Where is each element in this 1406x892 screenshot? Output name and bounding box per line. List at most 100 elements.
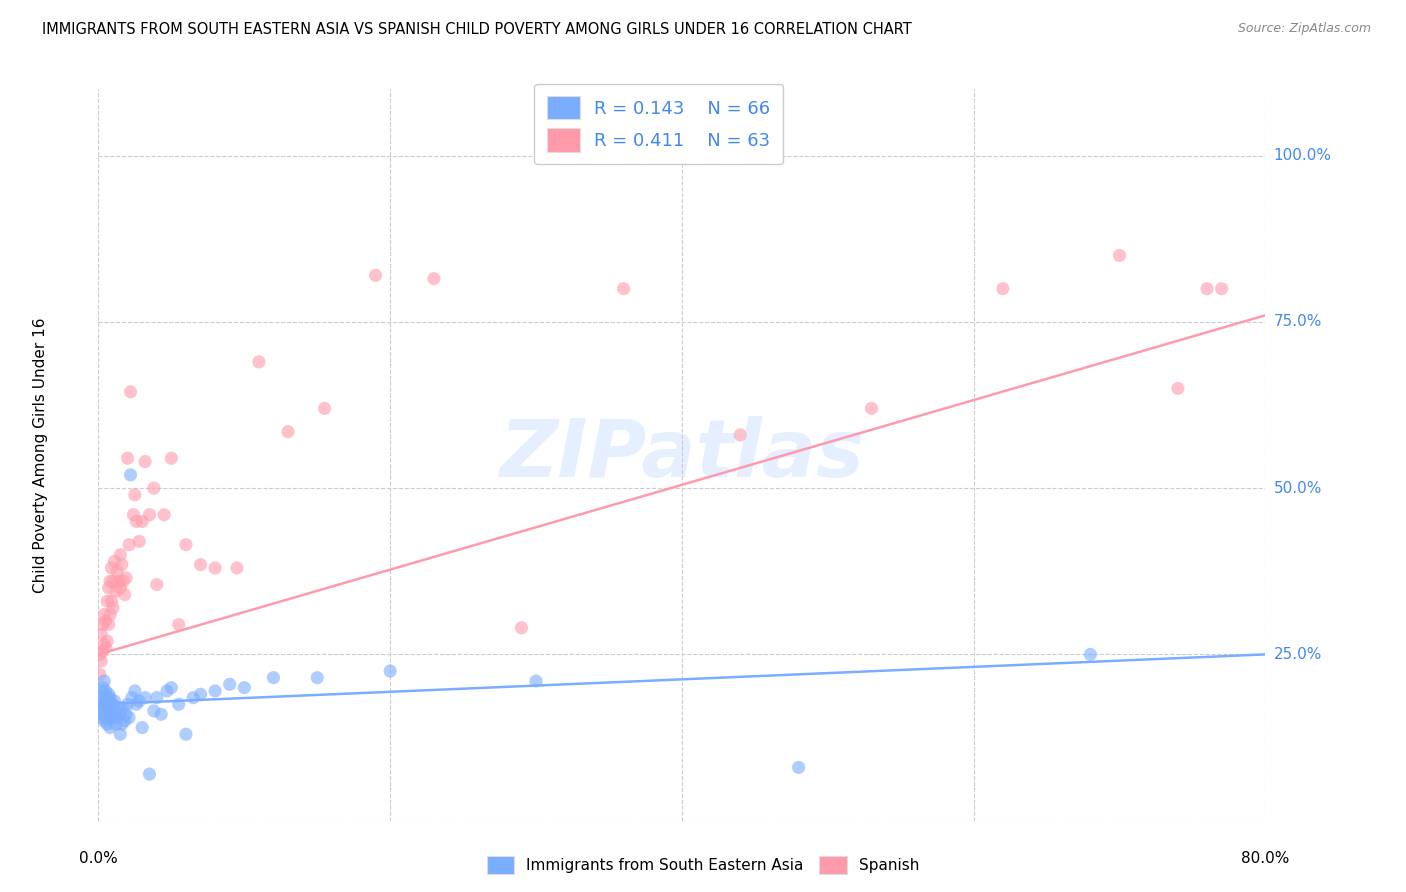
Point bbox=[91, 681, 114, 695]
Point bbox=[98, 690, 121, 705]
Point bbox=[114, 714, 136, 728]
Point bbox=[89, 690, 111, 705]
Point bbox=[104, 584, 127, 599]
Point bbox=[120, 467, 142, 482]
Point bbox=[90, 654, 112, 668]
Point bbox=[115, 707, 138, 722]
Point bbox=[93, 607, 115, 622]
Point bbox=[204, 561, 226, 575]
Point bbox=[787, 760, 810, 774]
Point bbox=[105, 710, 128, 724]
Point bbox=[103, 554, 125, 568]
Point bbox=[1195, 282, 1218, 296]
Point bbox=[96, 717, 118, 731]
Point bbox=[104, 704, 127, 718]
Point bbox=[101, 600, 124, 615]
Point bbox=[108, 574, 131, 589]
Point bbox=[1167, 381, 1189, 395]
Point bbox=[1080, 648, 1102, 662]
Point bbox=[97, 581, 120, 595]
Point bbox=[100, 698, 122, 712]
Point bbox=[730, 428, 752, 442]
Point bbox=[314, 401, 336, 416]
Point bbox=[233, 681, 256, 695]
Point bbox=[93, 637, 115, 651]
Point bbox=[142, 704, 165, 718]
Text: 80.0%: 80.0% bbox=[1241, 851, 1289, 866]
Point bbox=[121, 690, 143, 705]
Text: 0.0%: 0.0% bbox=[79, 851, 118, 866]
Point bbox=[90, 710, 112, 724]
Point bbox=[134, 454, 156, 468]
Point bbox=[190, 687, 212, 701]
Point bbox=[226, 561, 249, 575]
Point bbox=[96, 704, 118, 718]
Point bbox=[93, 714, 115, 728]
Point bbox=[125, 698, 148, 712]
Point bbox=[101, 574, 124, 589]
Point bbox=[90, 684, 112, 698]
Point bbox=[364, 268, 387, 283]
Point bbox=[128, 534, 150, 549]
Point bbox=[96, 634, 118, 648]
Point bbox=[120, 384, 142, 399]
Point bbox=[111, 717, 134, 731]
Point bbox=[115, 571, 138, 585]
Point bbox=[89, 667, 111, 681]
Point bbox=[510, 621, 533, 635]
Point bbox=[94, 698, 117, 712]
Point bbox=[94, 710, 117, 724]
Point bbox=[134, 690, 156, 705]
Point bbox=[104, 717, 127, 731]
Point bbox=[146, 690, 169, 705]
Point bbox=[94, 684, 117, 698]
Point bbox=[142, 481, 165, 495]
Point bbox=[94, 614, 117, 628]
Point bbox=[156, 684, 179, 698]
Point bbox=[108, 700, 131, 714]
Point bbox=[131, 515, 153, 529]
Legend: Immigrants from South Eastern Asia, Spanish: Immigrants from South Eastern Asia, Span… bbox=[481, 850, 925, 880]
Point bbox=[124, 488, 146, 502]
Point bbox=[110, 707, 132, 722]
Point bbox=[98, 574, 121, 589]
Point bbox=[524, 673, 547, 688]
Point bbox=[277, 425, 299, 439]
Point bbox=[190, 558, 212, 572]
Point bbox=[117, 451, 139, 466]
Point bbox=[118, 710, 141, 724]
Point bbox=[105, 564, 128, 578]
Point bbox=[160, 451, 183, 466]
Point bbox=[94, 640, 117, 655]
Point bbox=[122, 508, 145, 522]
Point bbox=[91, 617, 114, 632]
Point bbox=[98, 707, 121, 722]
Point bbox=[423, 271, 446, 285]
Point bbox=[131, 721, 153, 735]
Point bbox=[247, 355, 270, 369]
Point bbox=[128, 694, 150, 708]
Point bbox=[97, 687, 120, 701]
Point bbox=[138, 508, 160, 522]
Point bbox=[204, 684, 226, 698]
Point bbox=[100, 594, 122, 608]
Point bbox=[1108, 248, 1130, 262]
Point bbox=[110, 548, 132, 562]
Point bbox=[97, 617, 120, 632]
Point bbox=[153, 508, 176, 522]
Point bbox=[96, 594, 118, 608]
Point bbox=[991, 282, 1014, 296]
Point bbox=[111, 558, 134, 572]
Text: 25.0%: 25.0% bbox=[1274, 647, 1322, 662]
Point bbox=[100, 710, 122, 724]
Point bbox=[218, 677, 240, 691]
Point bbox=[160, 681, 183, 695]
Point bbox=[91, 707, 114, 722]
Point bbox=[174, 727, 197, 741]
Point bbox=[96, 690, 118, 705]
Point bbox=[860, 401, 883, 416]
Point bbox=[174, 538, 197, 552]
Point bbox=[150, 707, 173, 722]
Point bbox=[167, 698, 190, 712]
Point bbox=[103, 707, 125, 722]
